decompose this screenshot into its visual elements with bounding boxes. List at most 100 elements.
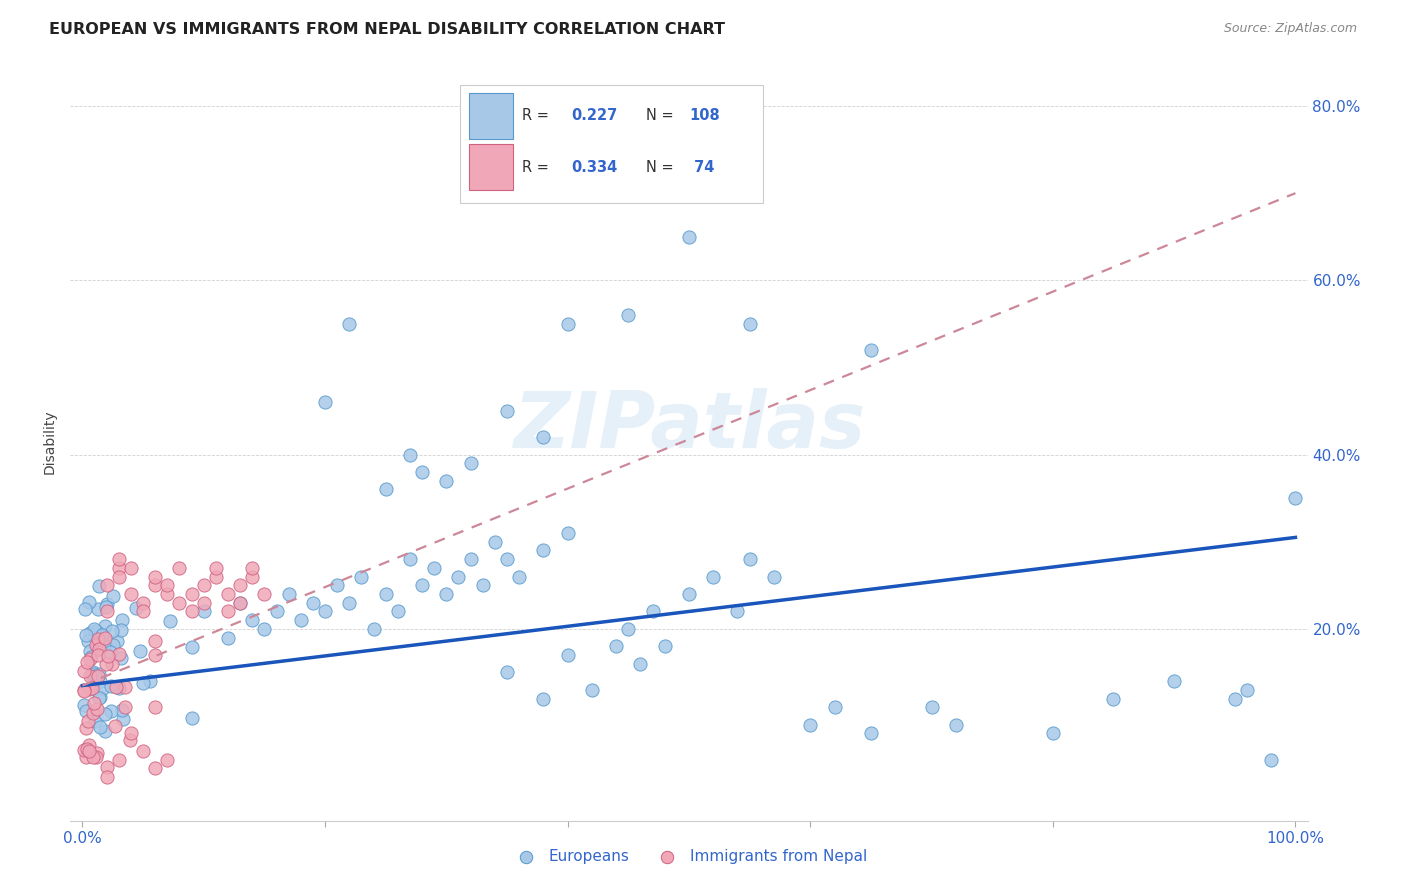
Text: N =: N =	[645, 108, 673, 123]
Point	[169, 561, 191, 575]
Point	[1260, 753, 1282, 767]
Point	[1284, 491, 1306, 506]
Point	[945, 718, 967, 732]
Text: 74: 74	[689, 160, 714, 175]
Point	[762, 569, 785, 583]
Point	[103, 718, 125, 732]
Point	[76, 655, 98, 669]
Text: Source: ZipAtlas.com: Source: ZipAtlas.com	[1223, 22, 1357, 36]
Point	[110, 703, 132, 717]
Point	[1236, 682, 1258, 697]
Point	[508, 569, 530, 583]
Point	[229, 596, 252, 610]
Point	[132, 675, 155, 690]
Point	[434, 587, 457, 601]
Text: N =: N =	[645, 160, 673, 175]
Point	[83, 667, 105, 681]
Point	[94, 632, 117, 646]
Point	[77, 633, 100, 648]
Point	[89, 673, 111, 688]
Point	[156, 587, 179, 601]
Point	[108, 552, 131, 566]
Point	[82, 706, 104, 720]
Point	[77, 682, 100, 697]
Point	[217, 631, 239, 645]
Point	[423, 561, 446, 575]
Point	[617, 622, 640, 636]
Point	[84, 624, 107, 638]
Point	[89, 690, 111, 705]
Point	[86, 632, 108, 646]
Point	[76, 742, 98, 756]
Point	[229, 578, 252, 592]
Point	[132, 596, 155, 610]
Text: ZIPatlas: ZIPatlas	[513, 388, 865, 465]
Point	[702, 569, 724, 583]
Point	[411, 578, 433, 592]
Point	[557, 317, 579, 331]
Point	[143, 578, 166, 592]
Point	[100, 679, 122, 693]
Point	[496, 665, 519, 680]
Point	[240, 561, 263, 575]
Point	[460, 552, 482, 566]
Point	[253, 587, 276, 601]
Point	[921, 700, 943, 714]
Point	[82, 750, 104, 764]
Text: 0.334: 0.334	[571, 160, 617, 175]
Point	[104, 680, 127, 694]
Point	[96, 578, 118, 592]
Point	[217, 605, 239, 619]
Point	[180, 587, 202, 601]
Point	[120, 726, 142, 740]
Point	[374, 587, 396, 601]
Point	[399, 448, 422, 462]
Point	[159, 614, 181, 628]
Point	[91, 681, 114, 696]
Point	[97, 648, 120, 663]
Point	[108, 753, 131, 767]
Point	[447, 569, 470, 583]
Point	[110, 651, 132, 665]
Point	[337, 596, 360, 610]
Point	[101, 624, 124, 638]
Point	[363, 622, 385, 636]
Point	[314, 605, 336, 619]
Point	[82, 669, 104, 683]
FancyBboxPatch shape	[468, 144, 513, 190]
Point	[1163, 674, 1185, 689]
Point	[1223, 691, 1246, 706]
Point	[107, 681, 129, 696]
Point	[96, 597, 118, 611]
Point	[80, 681, 103, 696]
Point	[484, 534, 506, 549]
Point	[277, 587, 299, 601]
Point	[124, 601, 146, 615]
Point	[86, 746, 108, 760]
Point	[240, 569, 263, 583]
Point	[240, 613, 263, 627]
Point	[374, 483, 396, 497]
Point	[654, 640, 676, 654]
Point	[75, 750, 97, 764]
Point	[84, 714, 107, 728]
Point	[156, 578, 179, 592]
Point	[100, 644, 122, 658]
Point	[86, 601, 108, 615]
Point	[387, 605, 409, 619]
Point	[205, 561, 228, 575]
Point	[1102, 691, 1125, 706]
Point	[101, 639, 124, 653]
Text: 0.227: 0.227	[571, 108, 617, 123]
Point	[84, 669, 107, 683]
Point	[799, 718, 821, 732]
Point	[108, 569, 131, 583]
Point	[96, 657, 118, 671]
Point	[112, 712, 135, 726]
Point	[193, 596, 215, 610]
Point	[143, 700, 166, 714]
Point	[139, 673, 162, 688]
Point	[96, 599, 118, 614]
Point	[89, 641, 111, 656]
Point	[859, 726, 882, 740]
